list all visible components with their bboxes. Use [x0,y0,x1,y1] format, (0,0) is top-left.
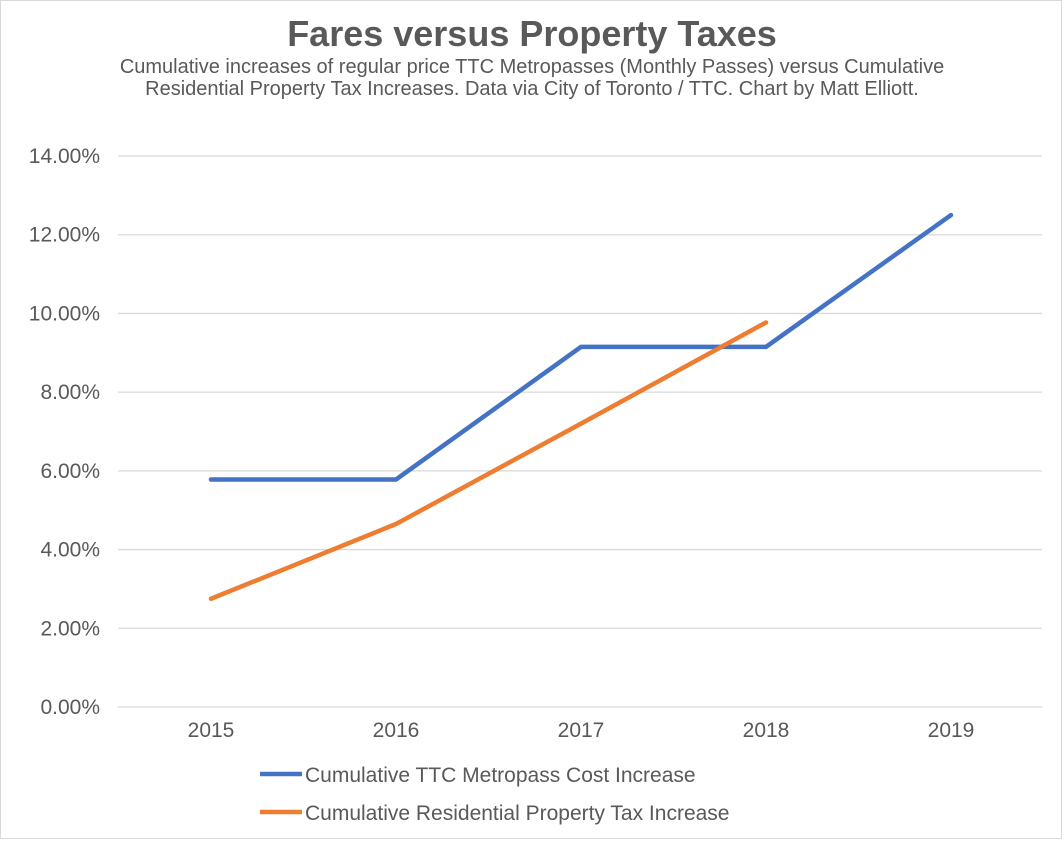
legend: Cumulative TTC Metropass Cost Increase Cu… [260,764,729,825]
y-tick-label: 8.00% [40,381,100,404]
y-tick-label: 0.00% [40,696,100,719]
series-line-0 [208,212,954,482]
chart-subtitle: Cumulative increases of regular price TT… [119,56,945,100]
x-tick-label: 2015 [188,719,235,742]
legend-label: Cumulative TTC Metropass Cost Increase [305,764,696,787]
y-tick-label: 12.00% [29,224,100,247]
y-tick-label: 10.00% [29,302,100,325]
x-axis-tick-labels: 2015 2016 2017 2018 2019 [188,719,975,742]
series-lines [208,212,954,602]
y-tick-label: 4.00% [40,539,100,562]
y-tick-label: 2.00% [40,617,100,640]
gridlines [118,155,1042,708]
legend-label: Cumulative Residential Property Tax Incr… [305,802,729,825]
x-tick-label: 2016 [373,719,420,742]
series-line-1 [208,320,769,602]
x-tick-label: 2017 [558,719,605,742]
y-tick-label: 6.00% [40,460,100,483]
x-tick-label: 2018 [743,719,790,742]
chart-title: Fares versus Property Taxes [287,13,777,54]
y-tick-label: 14.00% [29,145,100,168]
y-axis-tick-labels: 0.00% 2.00% 4.00% 6.00% 8.00% 10.00% 12.00% 14.… [29,145,100,719]
x-tick-label: 2019 [928,719,975,742]
